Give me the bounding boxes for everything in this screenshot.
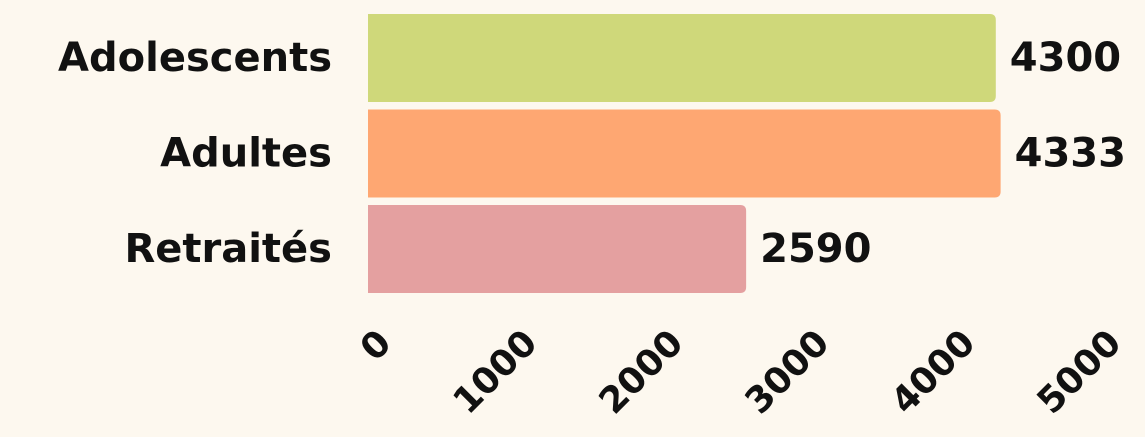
x-tick-label: 2000: [592, 322, 692, 422]
bar: [368, 205, 747, 293]
bar: [368, 109, 1001, 198]
value-label: 4300: [1010, 35, 1121, 81]
value-label: 4333: [1015, 131, 1126, 177]
category-label: Adultes: [160, 131, 332, 177]
x-tick-label: 1000: [446, 322, 546, 422]
x-tick-label: 5000: [1030, 322, 1130, 422]
category-label: Retraités: [124, 226, 332, 272]
x-tick-label: 3000: [738, 322, 838, 422]
bar: [368, 14, 996, 102]
value-label: 2590: [760, 226, 871, 272]
category-label: Adolescents: [58, 35, 332, 81]
x-tick-label: 4000: [884, 322, 984, 422]
x-tick-label: 0: [353, 322, 400, 369]
